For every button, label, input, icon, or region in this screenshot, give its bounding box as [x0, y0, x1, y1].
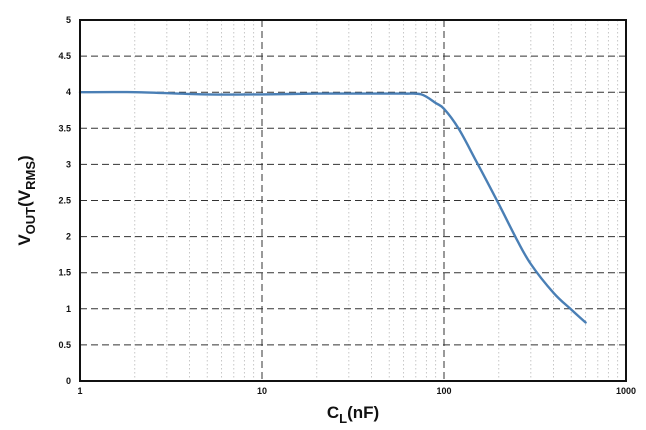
y-tick-label: 4.5 [58, 51, 71, 61]
x-tick-labels: 1 10 100 1000 [77, 386, 636, 396]
y-tick-label: 0 [66, 376, 71, 386]
x-tick-label: 1000 [616, 386, 636, 396]
x-axis-title: CL(nF) [327, 403, 379, 426]
y-axis-title-main: V [15, 234, 34, 246]
y-tick-labels: 0 0.5 1 1.5 2 2.5 3 3.5 4 4.5 5 [58, 15, 71, 386]
y-axis-title-sub2: RMS [23, 161, 38, 190]
x-axis-title-main: C [327, 403, 339, 422]
y-tick-label: 3 [66, 159, 71, 169]
y-tick-label: 2 [66, 232, 71, 242]
y-tick-label: 1 [66, 304, 71, 314]
y-tick-label: 4 [66, 87, 71, 97]
x-tick-label: 100 [436, 386, 451, 396]
major-gridlines [80, 20, 626, 381]
y-tick-label: 3.5 [58, 123, 71, 133]
x-tick-label: 10 [257, 386, 267, 396]
series-line [78, 90, 587, 324]
plot-frame [79, 19, 627, 382]
x-tick-label: 1 [77, 386, 82, 396]
y-axis-title: VOUT(VRMS) [15, 155, 38, 245]
y-tick-label: 1.5 [58, 268, 71, 278]
y-tick-label: 0.5 [58, 340, 71, 350]
y-axis-title-sub1: OUT [23, 207, 38, 235]
y-axis-title-mid: (V [15, 189, 34, 207]
y-tick-label: 5 [66, 15, 71, 25]
y-tick-label: 2.5 [58, 196, 71, 206]
x-axis-title-sub: L [339, 411, 347, 426]
y-axis-title-end: ) [15, 155, 34, 161]
x-axis-title-unit: (nF) [347, 403, 379, 422]
